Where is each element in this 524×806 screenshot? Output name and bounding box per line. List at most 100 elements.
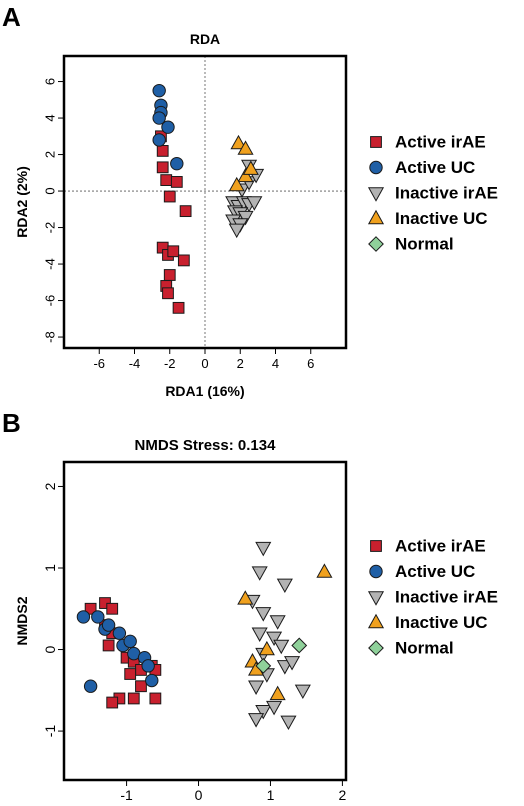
legend-rda-label-normal: Normal xyxy=(395,235,454,254)
nmds-point-active-irae xyxy=(124,668,137,680)
nmds-point-inactive-irae xyxy=(266,631,283,647)
rda-point-active-irae xyxy=(172,301,185,314)
legend-rda-marker-inactive-uc xyxy=(367,209,385,225)
rda-point-active-uc xyxy=(170,156,184,171)
nmds-point-active-uc xyxy=(76,610,91,624)
nmds-y-tick-label: 0 xyxy=(42,645,58,653)
rda-x-tick-label: -6 xyxy=(93,356,105,371)
legend-rda-label-active-irae: Active irAE xyxy=(395,133,486,152)
nmds-point-inactive-irae xyxy=(255,541,272,557)
rda-y-tick-label: 0 xyxy=(43,187,58,194)
rda-y-tick-label: 6 xyxy=(43,78,58,85)
nmds-point-inactive-irae xyxy=(280,715,297,731)
legend-nmds-marker-inactive-irae xyxy=(367,591,385,606)
legend-rda-marker-active-irae xyxy=(370,136,382,148)
rda-y-tick-label: -6 xyxy=(43,295,58,307)
rda-point-active-uc xyxy=(152,133,166,147)
rda-x-axis-label: RDA1 (16%) xyxy=(165,383,244,399)
legend-nmds-marker-active-uc xyxy=(369,564,383,579)
legend-rda-label-inactive-uc: Inactive UC xyxy=(395,209,488,228)
rda-point-inactive-irae xyxy=(246,196,263,211)
panel-letter-b: B xyxy=(2,408,21,438)
nmds-y-tick-label: 1 xyxy=(42,564,58,572)
rda-x-tick-label: 0 xyxy=(201,356,208,371)
nmds-point-inactive-irae xyxy=(273,639,290,655)
nmds-point-active-uc xyxy=(112,626,127,640)
nmds-point-active-irae xyxy=(84,602,97,615)
nmds-point-active-irae xyxy=(149,692,162,705)
nmds-point-normal xyxy=(255,657,272,674)
nmds-plot-frame xyxy=(62,460,348,782)
legend-nmds-label-inactive-uc: Inactive UC xyxy=(395,613,488,632)
rda-point-active-uc xyxy=(152,111,166,125)
nmds-point-active-irae xyxy=(106,696,119,709)
rda-title: RDA xyxy=(190,31,220,47)
rda-point-inactive-uc xyxy=(230,134,247,150)
nmds-title: NMDS Stress: 0.134 xyxy=(135,437,277,454)
rda-plot-frame xyxy=(62,54,348,350)
rda-point-inactive-uc xyxy=(242,160,259,175)
nmds-point-inactive-irae xyxy=(255,607,272,622)
legend-nmds-marker-normal xyxy=(368,640,384,656)
legend-rda-label-inactive-irae: Inactive irAE xyxy=(395,184,498,203)
legend-rda: Active irAE Active UC Inactive irAE Inactiv… xyxy=(367,133,498,254)
rda-point-active-irae xyxy=(162,287,174,300)
rda-point-active-irae xyxy=(163,269,176,281)
nmds-point-inactive-irae xyxy=(251,627,268,642)
rda-point-inactive-irae xyxy=(237,210,254,226)
legend-rda-label-active-uc: Active UC xyxy=(395,158,475,177)
rda-chart: RDA -6 -4 -2 0 2 4 6 -8 -6 -4 -2 0 2 4 6 RDA1 (16%) RDA2 … xyxy=(14,31,348,399)
rda-point-active-irae xyxy=(177,254,190,267)
legend-nmds-label-active-irae: Active irAE xyxy=(395,537,486,556)
rda-point-active-uc xyxy=(161,120,175,134)
panel-letter-a: A xyxy=(2,2,21,32)
legend-nmds-label-normal: Normal xyxy=(395,639,454,658)
nmds-point-active-uc xyxy=(83,679,98,693)
legend-nmds-marker-inactive-uc xyxy=(367,613,385,629)
nmds-point-active-irae xyxy=(106,602,119,615)
rda-y-tick-label: 4 xyxy=(43,114,58,121)
nmds-point-inactive-irae xyxy=(269,615,286,630)
rda-y-axis-label: RDA2 (2%) xyxy=(14,166,30,238)
nmds-point-inactive-uc xyxy=(269,685,286,701)
nmds-point-inactive-uc xyxy=(237,590,254,605)
nmds-point-active-irae xyxy=(135,680,147,693)
rda-point-active-irae xyxy=(163,190,176,203)
rda-point-inactive-uc xyxy=(228,176,245,192)
nmds-x-tick-label: 0 xyxy=(195,787,203,803)
rda-x-tick-label: 6 xyxy=(307,356,314,371)
rda-x-tick-label: -4 xyxy=(129,356,141,371)
rda-point-active-irae xyxy=(156,145,169,157)
rda-point-active-irae xyxy=(170,176,183,188)
nmds-point-active-irae xyxy=(127,692,140,705)
legend-rda-marker-inactive-irae xyxy=(367,187,385,202)
rda-x-tick-label: -2 xyxy=(164,356,176,371)
nmds-point-inactive-uc xyxy=(258,640,275,656)
rda-point-active-irae xyxy=(160,174,173,186)
nmds-point-inactive-irae xyxy=(248,713,265,728)
nmds-point-active-uc xyxy=(91,610,105,624)
legend-nmds-label-inactive-irae: Inactive irAE xyxy=(395,588,498,607)
rda-point-inactive-uc xyxy=(237,167,254,183)
rda-point-active-uc xyxy=(152,83,166,98)
rda-y-tick-label: -4 xyxy=(43,258,58,270)
legend-nmds-label-active-uc: Active UC xyxy=(395,562,475,581)
rda-y-tick-label: -2 xyxy=(43,222,58,234)
nmds-x-tick-label: 1 xyxy=(267,787,275,803)
nmds-point-active-uc xyxy=(141,659,155,673)
nmds-point-inactive-irae xyxy=(294,684,311,700)
nmds-point-active-uc xyxy=(123,634,137,649)
rda-y-tick-label: 2 xyxy=(43,151,58,158)
nmds-point-inactive-irae xyxy=(283,656,301,671)
legend-rda-marker-active-uc xyxy=(369,160,383,175)
nmds-point-inactive-irae xyxy=(276,578,293,594)
nmds-point-inactive-irae xyxy=(255,704,272,720)
legend-nmds: Active irAE Active UC Inactive irAE Inactiv… xyxy=(367,537,498,658)
nmds-y-tick-label: 2 xyxy=(42,482,58,490)
rda-point-active-irae xyxy=(179,205,192,218)
nmds-point-inactive-irae xyxy=(248,680,265,695)
rda-x-tick-label: 4 xyxy=(272,356,279,371)
nmds-y-axis-label: NMDS2 xyxy=(14,596,30,645)
